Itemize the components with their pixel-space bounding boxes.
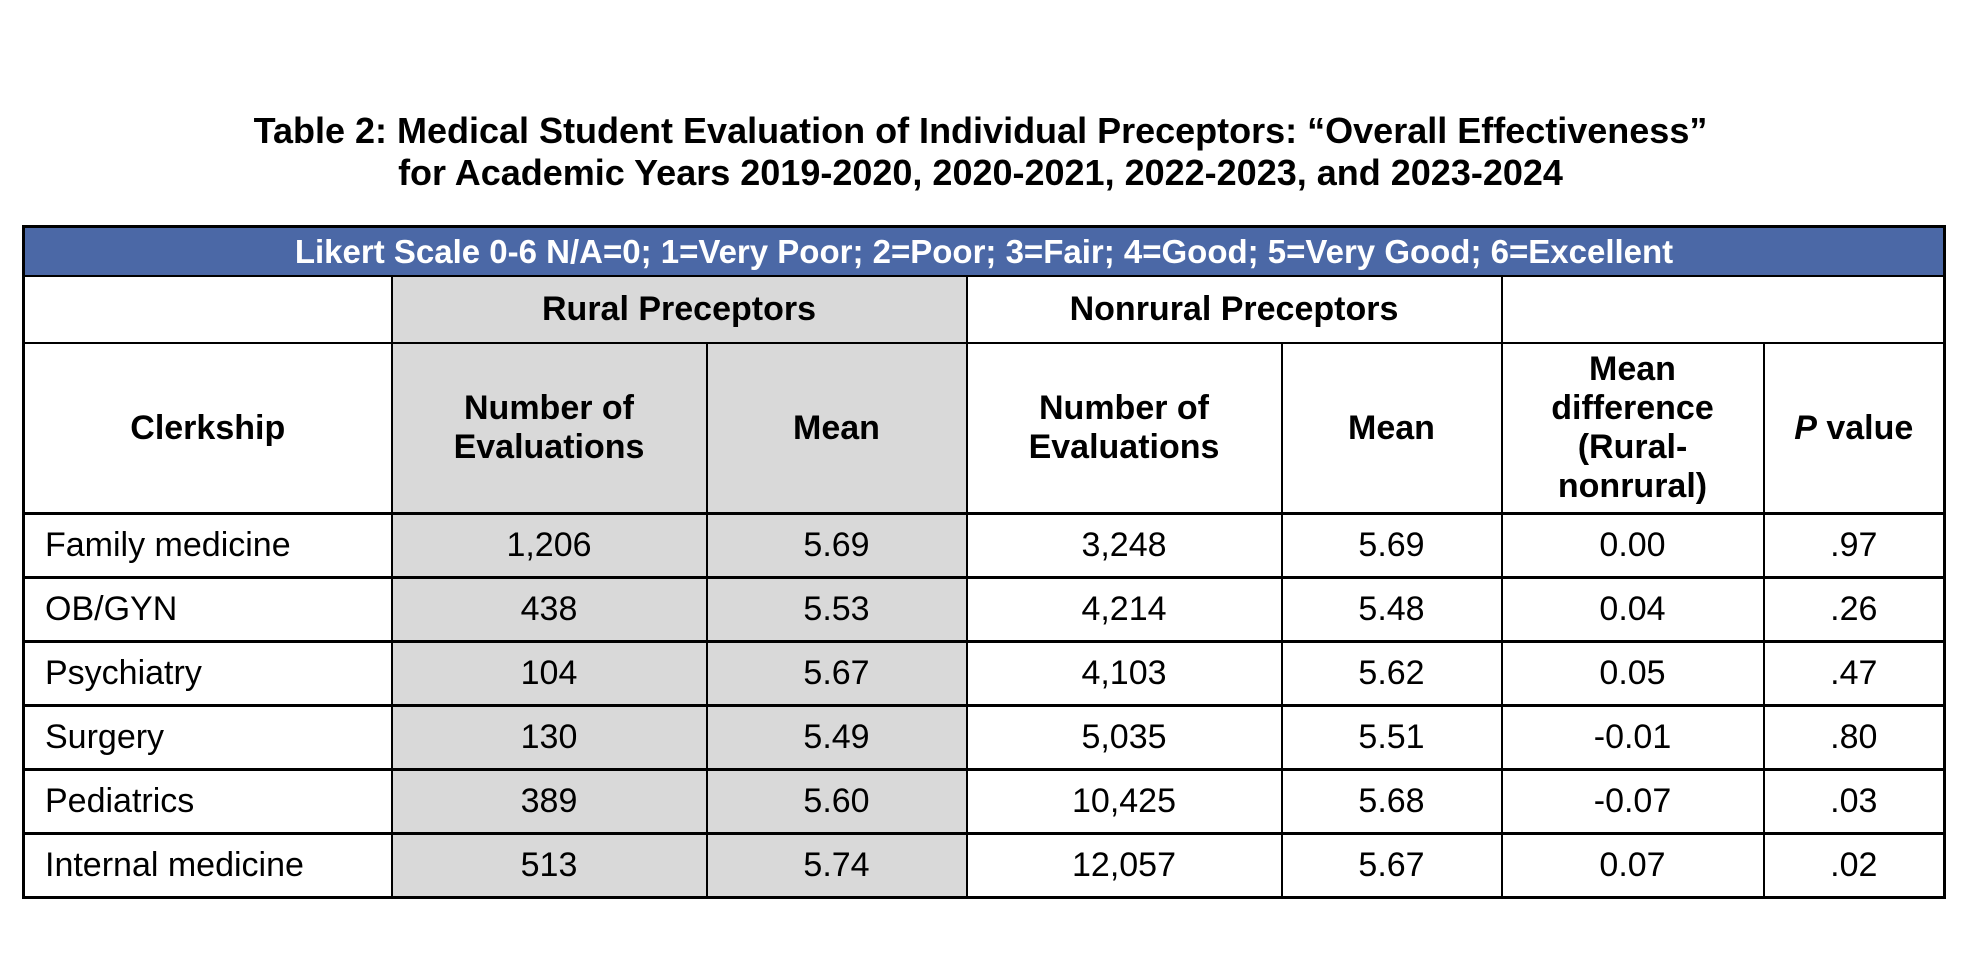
cell-rural-evaluations: 389 — [390, 767, 708, 835]
cell-nonrural-mean: 5.62 — [1280, 639, 1503, 707]
column-header-rural-evaluations: Number of Evaluations — [390, 342, 708, 515]
table-row-surgery: Surgery 130 5.49 5,035 5.51 -0.01 .80 — [22, 703, 1946, 771]
cell-p-value: .80 — [1762, 703, 1946, 771]
cell-clerkship: Psychiatry — [22, 639, 393, 707]
column-header-rural-mean: Mean — [705, 342, 968, 515]
mean-diff-line-3: (Rural- — [1577, 428, 1688, 467]
group-header-row: Rural Preceptors Nonrural Preceptors — [22, 275, 1946, 345]
cell-mean-difference: 0.07 — [1500, 831, 1765, 899]
p-value-rest: value — [1816, 408, 1914, 447]
column-header-mean-difference: Mean difference (Rural- nonrural) — [1500, 342, 1765, 515]
cell-nonrural-mean: 5.68 — [1280, 767, 1503, 835]
cell-rural-mean: 5.74 — [705, 831, 968, 899]
column-header-row: Clerkship Number of Evaluations Mean Num… — [22, 342, 1946, 515]
cell-nonrural-mean: 5.69 — [1280, 511, 1503, 579]
cell-mean-difference: -0.01 — [1500, 703, 1765, 771]
column-header-rural-evaluations-label: Number of Evaluations — [453, 389, 645, 467]
page-title: Table 2: Medical Student Evaluation of I… — [0, 110, 1961, 195]
cell-nonrural-evaluations: 10,425 — [965, 767, 1283, 835]
title-line2: for Academic Years 2019-2020, 2020-2021,… — [398, 152, 1563, 194]
cell-rural-evaluations: 1,206 — [390, 511, 708, 579]
group-header-spacer-left — [22, 275, 393, 345]
group-header-rural: Rural Preceptors — [390, 275, 968, 345]
cell-nonrural-evaluations: 5,035 — [965, 703, 1283, 771]
cell-rural-mean: 5.67 — [705, 639, 968, 707]
cell-nonrural-mean: 5.48 — [1280, 575, 1503, 643]
cell-p-value: .97 — [1762, 511, 1946, 579]
cell-nonrural-evaluations: 4,103 — [965, 639, 1283, 707]
column-header-nonrural-evaluations: Number of Evaluations — [965, 342, 1283, 515]
cell-mean-difference: 0.05 — [1500, 639, 1765, 707]
table-row-internal-medicine: Internal medicine 513 5.74 12,057 5.67 0… — [22, 831, 1946, 899]
p-value-italic-p: P — [1794, 408, 1817, 447]
cell-rural-evaluations: 130 — [390, 703, 708, 771]
cell-clerkship: Pediatrics — [22, 767, 393, 835]
cell-p-value: .03 — [1762, 767, 1946, 835]
group-header-spacer-right — [1500, 275, 1946, 345]
column-header-nonrural-evaluations-label: Number of Evaluations — [1028, 389, 1220, 467]
cell-nonrural-evaluations: 12,057 — [965, 831, 1283, 899]
column-header-clerkship: Clerkship — [22, 342, 393, 515]
cell-rural-mean: 5.69 — [705, 511, 968, 579]
mean-diff-line-1: Mean — [1589, 350, 1676, 388]
preceptor-evaluation-table: Likert Scale 0-6 N/A=0; 1=Very Poor; 2=P… — [22, 224, 1947, 899]
cell-rural-mean: 5.53 — [705, 575, 968, 643]
cell-nonrural-mean: 5.51 — [1280, 703, 1503, 771]
cell-rural-mean: 5.49 — [705, 703, 968, 771]
cell-rural-evaluations: 104 — [390, 639, 708, 707]
table-row-psychiatry: Psychiatry 104 5.67 4,103 5.62 0.05 .47 — [22, 639, 1946, 707]
column-header-nonrural-mean: Mean — [1280, 342, 1503, 515]
cell-p-value: .02 — [1762, 831, 1946, 899]
cell-clerkship: Family medicine — [22, 511, 393, 579]
column-header-p-value: P value — [1762, 342, 1946, 515]
likert-banner-row: Likert Scale 0-6 N/A=0; 1=Very Poor; 2=P… — [22, 225, 1946, 278]
cell-clerkship: Surgery — [22, 703, 393, 771]
title-line1: Table 2: Medical Student Evaluation of I… — [253, 110, 1708, 151]
cell-rural-evaluations: 438 — [390, 575, 708, 643]
cell-nonrural-mean: 5.67 — [1280, 831, 1503, 899]
table-row-family-medicine: Family medicine 1,206 5.69 3,248 5.69 0.… — [22, 511, 1946, 579]
table-row-pediatrics: Pediatrics 389 5.60 10,425 5.68 -0.07 .0… — [22, 767, 1946, 835]
cell-mean-difference: 0.04 — [1500, 575, 1765, 643]
group-header-nonrural: Nonrural Preceptors — [965, 275, 1503, 345]
table-row-obgyn: OB/GYN 438 5.53 4,214 5.48 0.04 .26 — [22, 575, 1946, 643]
cell-clerkship: OB/GYN — [22, 575, 393, 643]
cell-mean-difference: 0.00 — [1500, 511, 1765, 579]
cell-rural-mean: 5.60 — [705, 767, 968, 835]
mean-diff-line-4: nonrural) — [1557, 467, 1708, 506]
cell-p-value: .26 — [1762, 575, 1946, 643]
cell-nonrural-evaluations: 4,214 — [965, 575, 1283, 643]
likert-scale-banner: Likert Scale 0-6 N/A=0; 1=Very Poor; 2=P… — [22, 225, 1946, 278]
cell-clerkship: Internal medicine — [22, 831, 393, 899]
mean-diff-line-2: difference — [1551, 389, 1714, 428]
cell-rural-evaluations: 513 — [390, 831, 708, 899]
cell-p-value: .47 — [1762, 639, 1946, 707]
cell-nonrural-evaluations: 3,248 — [965, 511, 1283, 579]
cell-mean-difference: -0.07 — [1500, 767, 1765, 835]
